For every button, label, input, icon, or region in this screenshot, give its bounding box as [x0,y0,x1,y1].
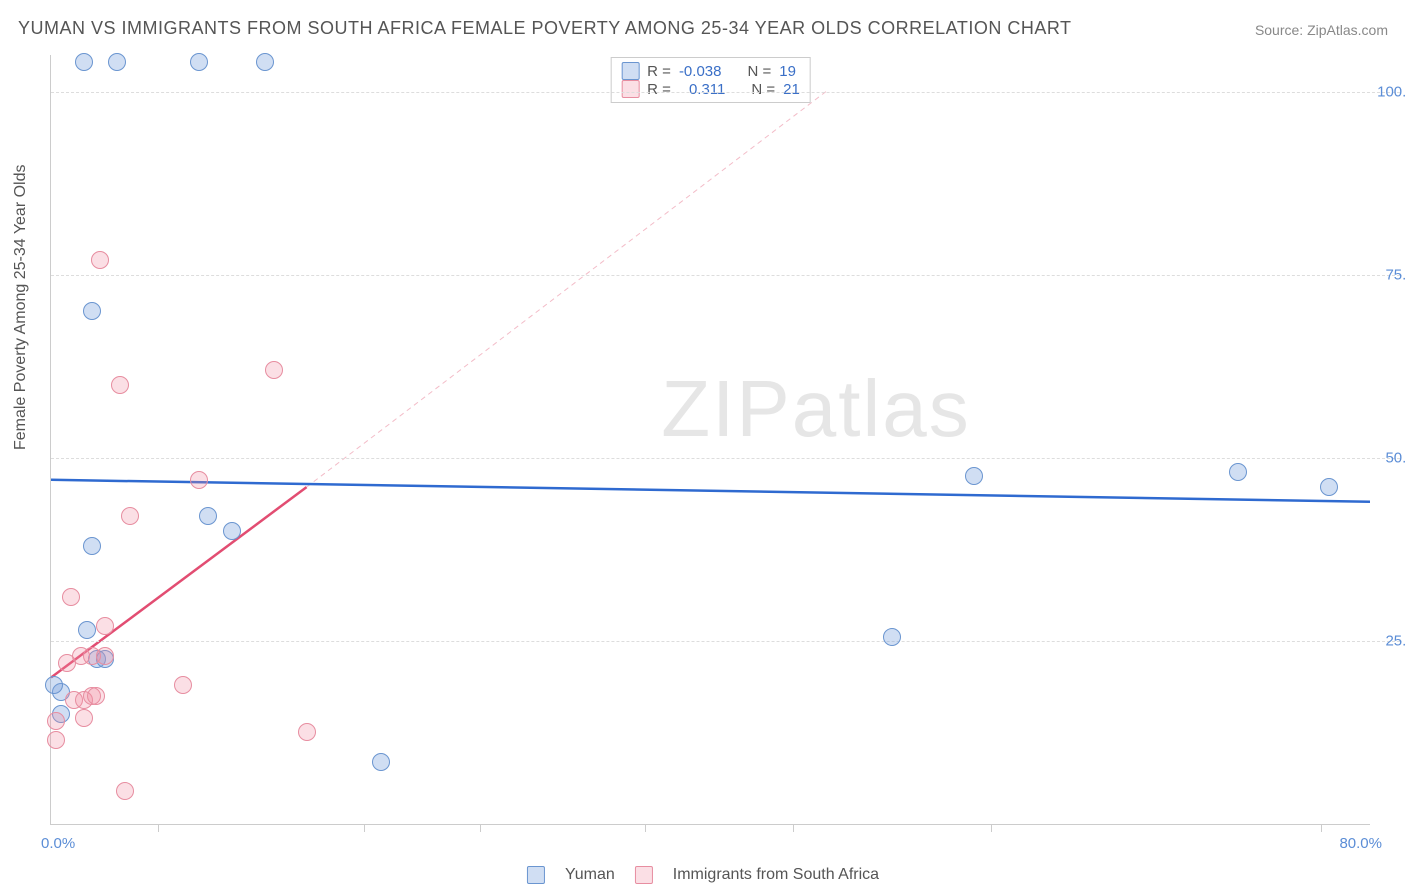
data-point [75,709,93,727]
data-point [256,53,274,71]
data-point [1229,463,1247,481]
data-point [75,53,93,71]
watermark-bold: ZIP [661,364,791,453]
data-point [121,507,139,525]
data-point [62,588,80,606]
r-label: R = [647,63,671,80]
data-point [1320,478,1338,496]
data-point [96,617,114,635]
source-label: Source: ZipAtlas.com [1255,22,1388,38]
gridline [51,92,1400,93]
y-axis-label: Female Poverty Among 25-34 Year Olds [12,165,30,451]
trend-line [51,480,1370,502]
data-point [965,467,983,485]
x-max-label: 80.0% [1339,835,1382,852]
watermark-thin: atlas [792,364,971,453]
x-tick [793,824,794,832]
x-tick [991,824,992,832]
data-point [87,687,105,705]
data-point [111,376,129,394]
swatch-pink-icon [621,80,639,98]
gridline [51,275,1400,276]
data-point [190,53,208,71]
swatch-blue-icon [527,866,545,884]
r-value: -0.038 [679,63,722,80]
watermark: ZIPatlas [661,363,970,455]
data-point [96,647,114,665]
data-point [47,712,65,730]
chart-title: YUMAN VS IMMIGRANTS FROM SOUTH AFRICA FE… [18,18,1072,39]
x-tick [158,824,159,832]
data-point [45,676,63,694]
y-tick-label: 25.0% [1385,632,1406,649]
data-point [78,621,96,639]
x-tick [480,824,481,832]
gridline [51,458,1400,459]
plot-area: ZIPatlas R = -0.038 N = 19 R = 0.311 N =… [50,55,1370,825]
n-label: N = [751,81,775,98]
data-point [83,302,101,320]
data-point [298,723,316,741]
data-point [190,471,208,489]
data-point [108,53,126,71]
data-point [883,628,901,646]
trend-line [307,92,826,487]
x-min-label: 0.0% [41,835,75,852]
y-tick-label: 75.0% [1385,266,1406,283]
x-tick [1321,824,1322,832]
x-tick [645,824,646,832]
legend-label-immigrants: Immigrants from South Africa [673,866,879,884]
n-label: N = [747,63,771,80]
series-legend: Yuman Immigrants from South Africa [527,866,879,884]
trend-line [51,480,1370,502]
data-point [174,676,192,694]
gridline [51,641,1400,642]
data-point [83,537,101,555]
legend-label-yuman: Yuman [565,866,615,884]
x-tick [364,824,365,832]
swatch-pink-icon [635,866,653,884]
r-label: R = [647,81,671,98]
data-point [199,507,217,525]
data-point [265,361,283,379]
y-tick-label: 50.0% [1385,449,1406,466]
trend-lines-layer [51,55,1370,824]
data-point [91,251,109,269]
n-value: 21 [783,81,800,98]
swatch-blue-icon [621,62,639,80]
stats-legend: R = -0.038 N = 19 R = 0.311 N = 21 [610,57,811,103]
n-value: 19 [779,63,796,80]
r-value: 0.311 [679,81,725,98]
stats-row-immigrants: R = 0.311 N = 21 [621,80,800,98]
data-point [47,731,65,749]
y-tick-label: 100.0% [1377,83,1406,100]
data-point [223,522,241,540]
data-point [116,782,134,800]
stats-row-yuman: R = -0.038 N = 19 [621,62,800,80]
data-point [372,753,390,771]
